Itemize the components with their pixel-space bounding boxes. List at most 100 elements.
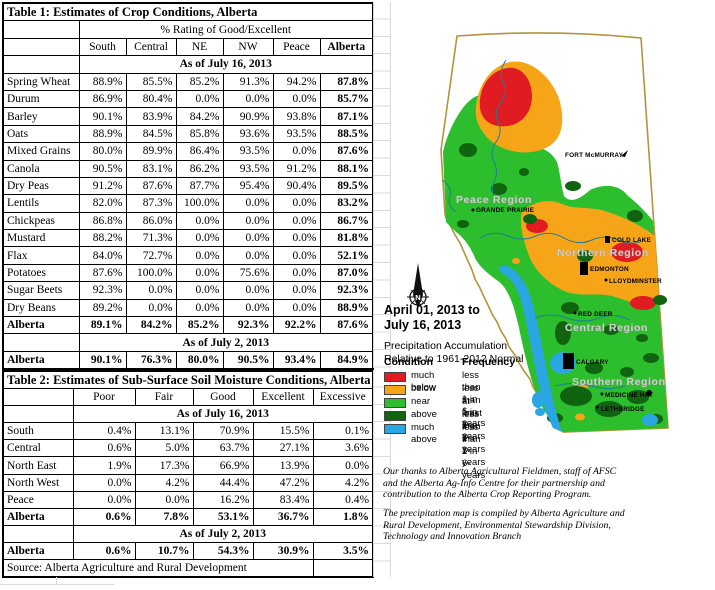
row-label: Flax xyxy=(2,246,80,265)
cell-value: 92.3% xyxy=(78,281,127,300)
cell-value: 0.0% xyxy=(134,490,194,509)
cell-value: 90.5% xyxy=(222,350,274,370)
cell-value: 89.9% xyxy=(125,142,177,161)
table-row: North East 1.9% 17.3% 66.9% 13.9% 0.0% xyxy=(2,456,374,475)
cell-value: 87.3% xyxy=(125,194,177,213)
cell-value: 10.7% xyxy=(134,541,194,561)
cell-value: 0.0% xyxy=(175,263,224,283)
red-blob xyxy=(611,242,643,262)
row-label: Alberta xyxy=(2,316,80,335)
source-note: Source: Alberta Agriculture and Rural De… xyxy=(2,559,314,578)
table-row: Potatoes 87.6% 100.0% 0.0% 75.6% 0.0% 87.0% xyxy=(2,263,374,283)
cell-value: 87.0% xyxy=(319,263,374,283)
row-label: Dry Peas xyxy=(2,176,80,196)
cell-value: 0.4% xyxy=(312,490,374,509)
cell-value: 0.0% xyxy=(125,281,177,300)
legend-color-chip xyxy=(384,423,406,434)
cell-value: 88.5% xyxy=(319,124,374,144)
legend-color-chip xyxy=(384,384,406,395)
acknowledgement-note: Our thanks to Alberta Agricultural Field… xyxy=(383,466,617,501)
cell-value: 92.2% xyxy=(272,316,321,335)
row-label: Durum xyxy=(2,89,80,109)
row-label: Sugar Beets xyxy=(2,281,80,300)
empty-cell xyxy=(312,559,374,578)
cell-value: 88.9% xyxy=(319,298,374,318)
empty-cell xyxy=(2,388,74,407)
col-header: Poor xyxy=(72,388,136,407)
col-header: NW xyxy=(222,37,274,57)
cell-value: 86.8% xyxy=(78,211,127,231)
cell-value: 7.8% xyxy=(134,507,194,526)
cell-value: 90.1% xyxy=(78,350,127,370)
cell-value: 76.3% xyxy=(125,350,177,370)
cell-value: 5.0% xyxy=(134,439,194,458)
cell-value: 0.0% xyxy=(272,229,321,248)
cell-value: 3.6% xyxy=(312,439,374,458)
legend-condition-label: below xyxy=(411,383,436,394)
above-normal-blobs xyxy=(457,143,667,424)
cell-value: 70.9% xyxy=(192,422,254,441)
cell-value: 36.7% xyxy=(252,507,314,526)
table-row: Alberta 0.6% 10.7% 54.3% 30.9% 3.5% xyxy=(2,541,374,561)
region-label-southern: Southern Region xyxy=(572,376,666,388)
cell-value: 80.0% xyxy=(78,142,127,161)
table2-section-row: As of July 2, 2013 xyxy=(2,524,374,543)
map-date-range: April 01, 2013 to July 16, 2013 xyxy=(384,303,480,333)
city-label-medicine-hat: MEDICINE HAT xyxy=(605,392,653,399)
cell-value: 13.1% xyxy=(134,422,194,441)
cell-value: 4.2% xyxy=(312,473,374,492)
city-label-fort-mcmurray: FORT McMURRAY xyxy=(565,152,624,159)
cell-value: 90.1% xyxy=(78,107,127,126)
city-label-red-deer: RED DEER xyxy=(578,311,613,318)
cell-value: 86.4% xyxy=(175,142,224,161)
cell-value: 87.7% xyxy=(175,176,224,196)
gridline-artifact xyxy=(56,577,57,585)
table-row: Alberta 89.1% 84.2% 85.2% 92.3% 92.2% 87.6% xyxy=(2,316,374,335)
cell-value: 95.4% xyxy=(222,176,274,196)
cell-value: 93.6% xyxy=(222,124,274,144)
date-line-2: July 16, 2013 xyxy=(384,318,462,332)
col-header: Excessive xyxy=(312,388,374,407)
cell-value: 93.8% xyxy=(272,107,321,126)
cell-value: 0.6% xyxy=(72,541,136,561)
table-row: Dry Beans 89.2% 0.0% 0.0% 0.0% 0.0% 88.9% xyxy=(2,298,374,318)
row-label: Oats xyxy=(2,124,80,144)
city-label-lloydminster: LLOYDMINSTER xyxy=(609,278,662,285)
cell-value: 87.6% xyxy=(78,263,127,283)
col-header: Excellent xyxy=(252,388,314,407)
row-label: Barley xyxy=(2,107,80,126)
row-label: North West xyxy=(2,473,74,492)
legend-frequency-label: less than 1 in 6-years xyxy=(462,370,486,429)
city-marker xyxy=(580,262,588,275)
cell-value: 16.2% xyxy=(192,490,254,509)
soil-moisture-table: Table 2: Estimates of Sub-Surface Soil M… xyxy=(2,370,375,579)
cell-value: 17.3% xyxy=(134,456,194,475)
city-dot xyxy=(604,278,608,282)
legend-frequency-label: at least 1 in 3-years xyxy=(462,396,486,455)
city-dot xyxy=(595,405,599,409)
cell-value: 91.2% xyxy=(78,176,127,196)
table2-section-row: As of July 16, 2013 xyxy=(2,405,374,424)
legend-condition-label: above xyxy=(411,409,437,420)
cell-value: 1.8% xyxy=(312,507,374,526)
legend-condition-label: much below xyxy=(411,370,436,393)
map-subtitle: Precipitation Accumulation Relative to 1… xyxy=(384,340,524,366)
cell-value: 93.4% xyxy=(272,350,321,370)
cell-value: 15.5% xyxy=(252,422,314,441)
legend-condition-label: much above xyxy=(411,422,437,445)
row-label: Mustard xyxy=(2,229,80,248)
cell-value: 53.1% xyxy=(192,507,254,526)
city-marker xyxy=(646,390,652,396)
city-label-edmonton: EDMONTON xyxy=(590,266,629,273)
cell-value: 75.6% xyxy=(222,263,274,283)
col-header: Central xyxy=(125,37,177,57)
cell-value: 0.0% xyxy=(175,229,224,248)
cell-value: 0.0% xyxy=(175,211,224,231)
legend-frequency-label: less than 1 in 3-years xyxy=(462,383,486,442)
cell-value: 0.0% xyxy=(312,456,374,475)
subtitle-line-2: Relative to 1961-2012 Normal xyxy=(384,353,524,365)
cell-value: 80.0% xyxy=(175,350,224,370)
boundary-lines xyxy=(441,59,641,389)
table2-source-row: Source: Alberta Agriculture and Rural De… xyxy=(2,559,374,578)
